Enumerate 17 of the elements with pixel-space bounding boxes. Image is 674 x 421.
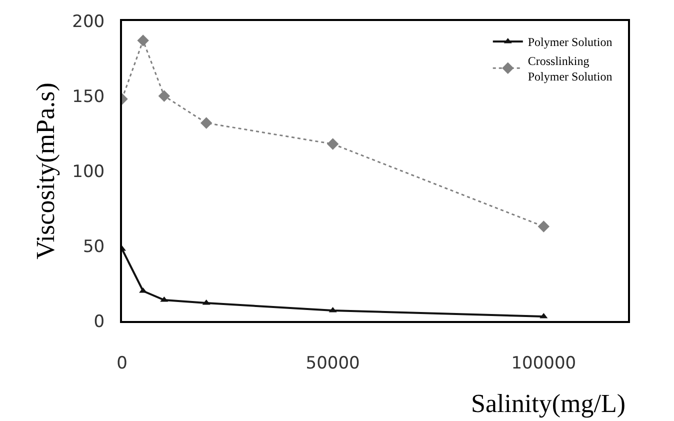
y-axis-title: Viscosity(mPa.s) <box>31 82 60 260</box>
point <box>538 220 550 232</box>
y-tick-label: 0 <box>94 312 105 332</box>
point <box>326 138 339 150</box>
point <box>137 34 149 46</box>
x-axis-title: Salinity(mg/L) <box>471 389 626 418</box>
x-tick-label: 0 <box>116 353 128 374</box>
x-tick-label: 100000 <box>511 353 576 374</box>
y-tick-label: 200 <box>72 12 105 32</box>
x-tick-label: 50000 <box>306 353 360 374</box>
y-tick-label: 100 <box>72 162 105 182</box>
y-tick-label: 150 <box>72 86 105 107</box>
legend-label: Polymer Solution <box>528 35 612 50</box>
point <box>200 117 212 129</box>
y-tick-label: 50 <box>82 236 105 257</box>
legend-label: Crosslinking Polymer Solution <box>528 54 612 84</box>
point <box>158 90 170 102</box>
